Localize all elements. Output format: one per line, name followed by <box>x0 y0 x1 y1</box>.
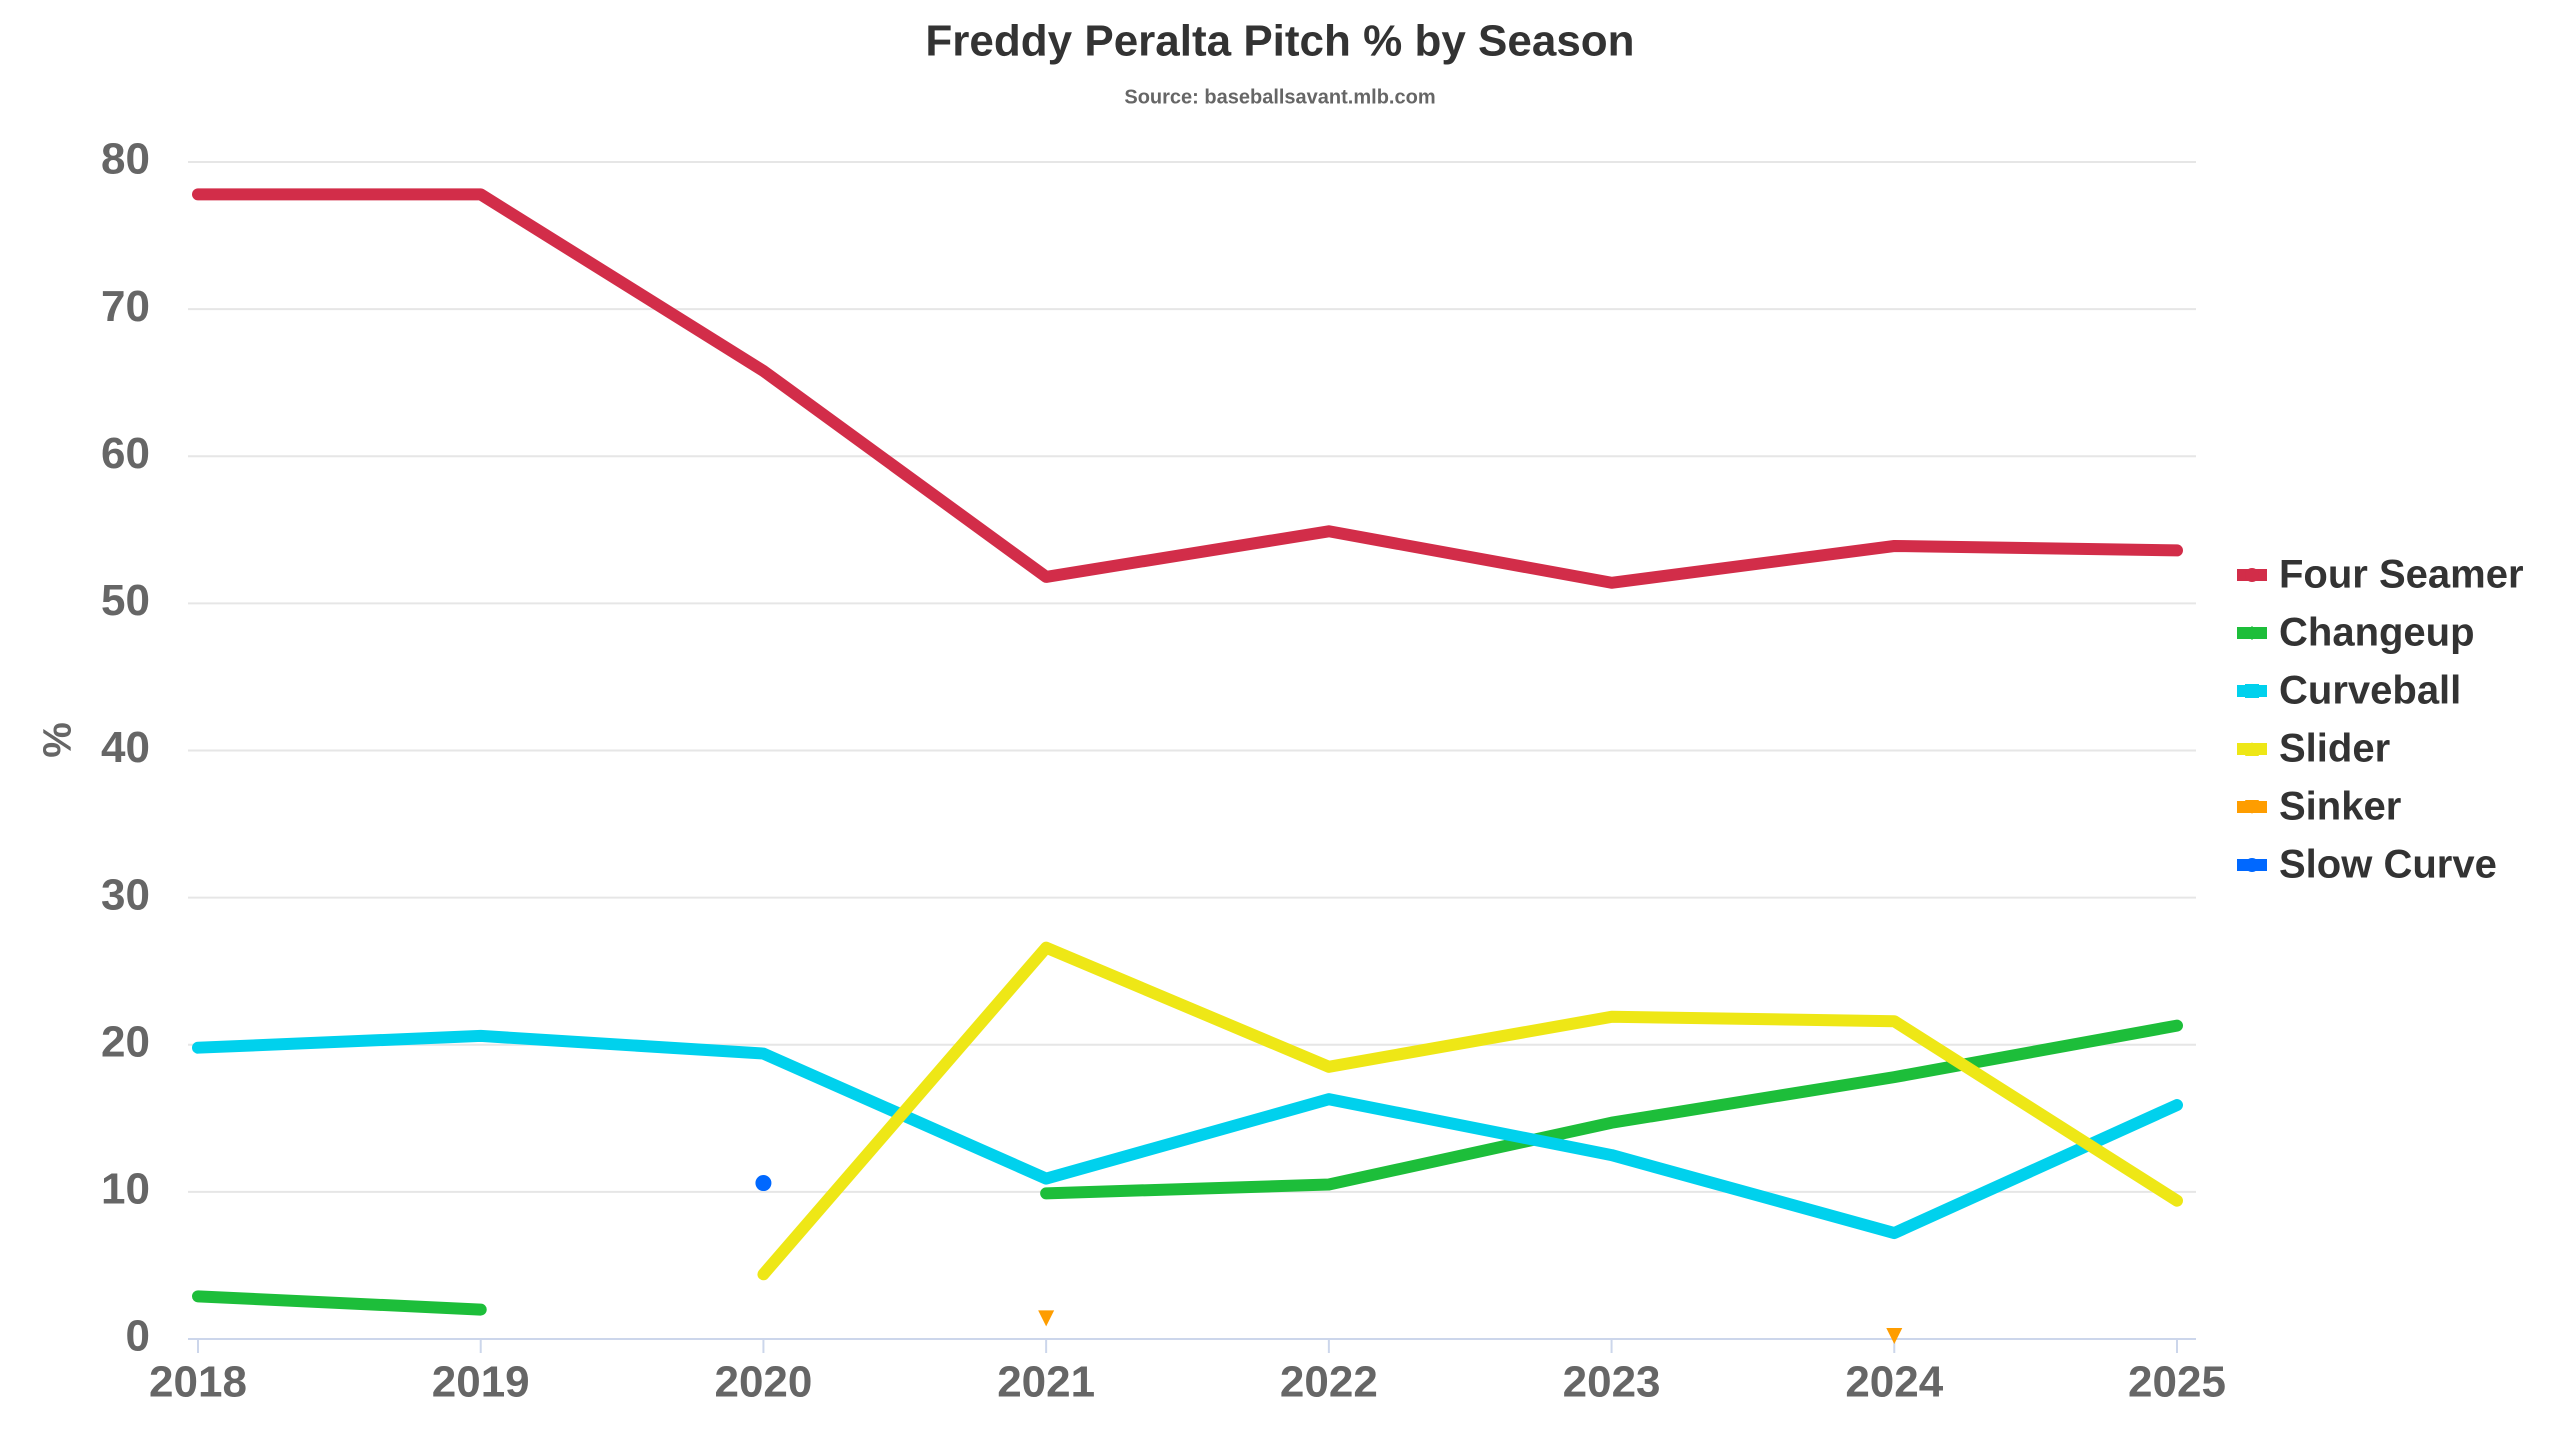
y-tick-label: 50 <box>101 576 150 625</box>
y-tick-label: 10 <box>101 1165 150 1214</box>
legend-label: Slider <box>2279 727 2390 771</box>
x-tick-label: 2024 <box>1845 1358 1943 1407</box>
legend-marker <box>2245 626 2259 640</box>
legend-marker <box>2245 858 2259 872</box>
x-tick-label: 2018 <box>149 1358 247 1407</box>
legend-label: Slow Curve <box>2279 843 2497 887</box>
series-line <box>192 1290 487 1316</box>
y-tick-label: 70 <box>101 282 150 331</box>
x-tick-label: 2023 <box>1563 1358 1661 1407</box>
y-tick-label: 40 <box>101 723 150 772</box>
x-tick-label: 2025 <box>2128 1358 2226 1407</box>
point-marker <box>755 1175 772 1192</box>
x-tick-label: 2021 <box>997 1358 1095 1407</box>
point-marker <box>1038 1310 1055 1327</box>
legend-label: Four Seamer <box>2279 553 2524 597</box>
y-tick-label: 60 <box>101 429 150 478</box>
series-line <box>192 188 2183 589</box>
legend-marker <box>2245 568 2259 582</box>
chart-subtitle: Source: baseballsavant.mlb.com <box>1124 86 1435 108</box>
x-tick-label: 2022 <box>1280 1358 1378 1407</box>
legend-label: Sinker <box>2279 785 2401 829</box>
legend-marker <box>2245 684 2259 698</box>
y-tick-label: 20 <box>101 1017 150 1066</box>
legend-marker <box>2245 800 2259 814</box>
point-marker <box>1886 1328 1903 1345</box>
chart-title: Freddy Peralta Pitch % by Season <box>925 17 1634 66</box>
series-line <box>1040 1019 2183 1200</box>
y-tick-label: 80 <box>101 135 150 184</box>
legend-marker <box>2245 742 2259 756</box>
y-axis-label: % <box>36 722 80 758</box>
y-tick-label: 30 <box>101 870 150 919</box>
x-tick-label: 2019 <box>432 1358 530 1407</box>
x-tick-label: 2020 <box>714 1358 812 1407</box>
legend-label: Changeup <box>2279 611 2475 655</box>
series-line <box>757 941 2183 1281</box>
y-tick-label: 0 <box>126 1312 150 1361</box>
legend-label: Curveball <box>2279 669 2461 713</box>
series-line <box>192 1029 2183 1240</box>
